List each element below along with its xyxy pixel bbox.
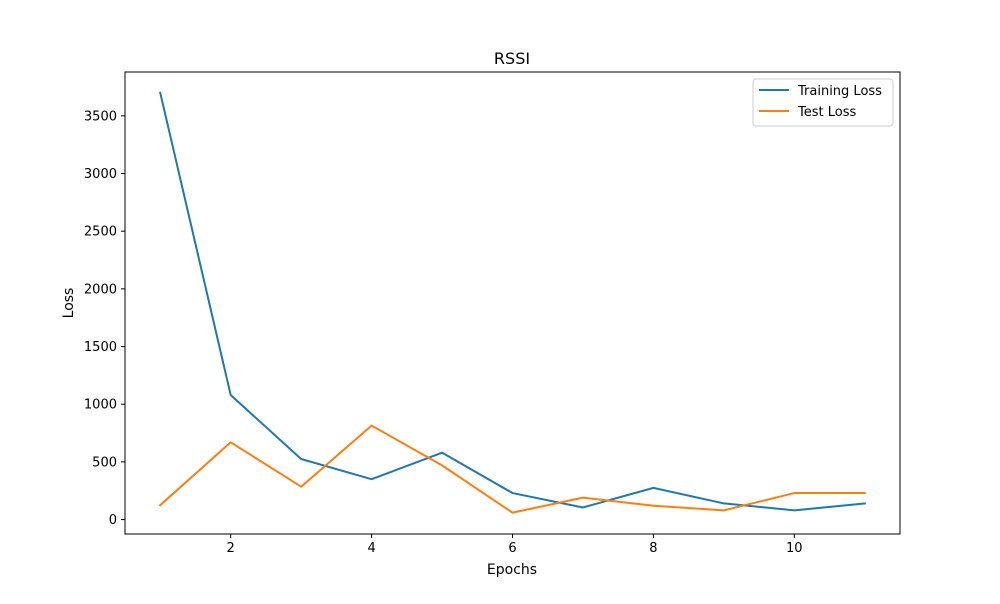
y-tick-label: 3500 (84, 109, 117, 124)
y-tick-label: 500 (92, 455, 117, 470)
y-axis-label: Loss (61, 288, 77, 319)
x-tick-label: 10 (786, 541, 803, 556)
x-tick-label: 2 (227, 541, 235, 556)
legend-label-training-loss: Training Loss (797, 84, 882, 99)
y-tick-label: 0 (109, 513, 117, 528)
x-axis-label: Epochs (487, 562, 537, 578)
legend-label-test-loss: Test Loss (797, 105, 856, 120)
series-line-training-loss (160, 93, 865, 511)
y-tick-label: 1000 (84, 398, 117, 413)
y-tick-label: 1500 (84, 340, 117, 355)
y-axis-ticks: 0 500 1000 1500 2000 2500 3000 3500 (84, 109, 125, 528)
legend: Training Loss Test Loss (753, 79, 893, 126)
y-tick-label: 3000 (84, 167, 117, 182)
series-line-test-loss (160, 426, 865, 513)
plot-frame (125, 72, 900, 534)
x-axis-ticks: 2 4 6 8 10 (227, 534, 803, 556)
x-tick-label: 6 (508, 541, 516, 556)
x-tick-label: 4 (367, 541, 375, 556)
y-tick-label: 2500 (84, 225, 117, 240)
x-tick-label: 8 (649, 541, 657, 556)
y-tick-label: 2000 (84, 282, 117, 297)
plot-content (160, 93, 865, 513)
chart-title: RSSI (494, 49, 530, 68)
